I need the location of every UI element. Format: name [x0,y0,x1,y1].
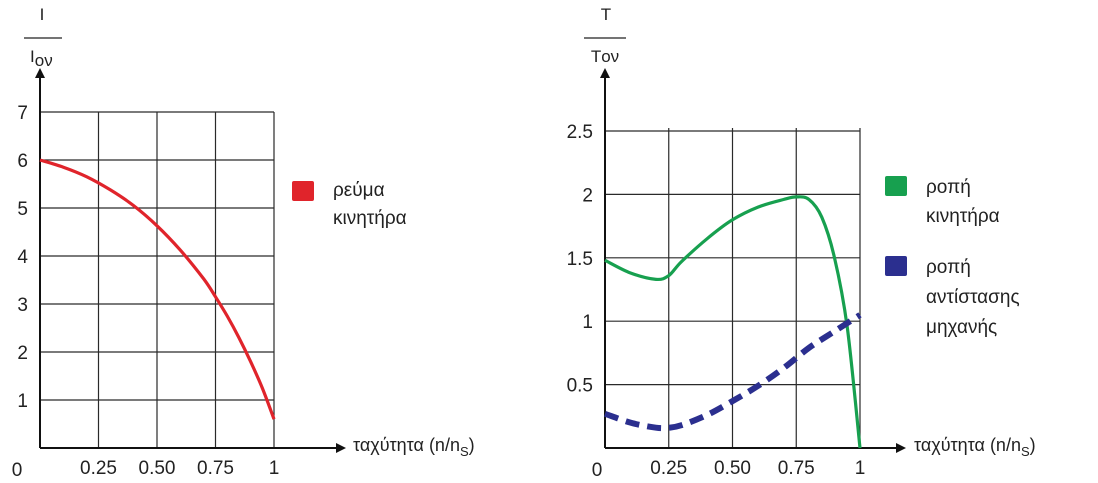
current-x-axis-label: ταχύτητα (n/nS) [353,435,475,459]
torque-legend-load-line-2: αντίστασης [926,287,1020,308]
torque-chart: T Tον 0.5 1 1.5 2 2.5 0.25 0.50 0.75 1 0 ταχύτη… [567,5,1036,481]
torque-legend-motor-swatch [885,176,907,196]
torque-legend-load-line-1: ροπή [926,257,971,278]
torque-x-tick-label: 0.25 [650,458,687,479]
torque-series-line-1 [604,195,862,449]
current-grid [40,111,275,448]
current-axes [35,68,346,453]
torque-grid [605,128,861,448]
current-y-tick-label: 5 [17,199,28,220]
current-y-numerator: I [40,5,45,24]
torque-legend-motor-line-2: κινητήρα [926,206,1000,227]
current-legend-line-2: κινητήρα [333,208,407,229]
torque-y-numerator: T [601,5,611,24]
current-y-tick-label: 3 [17,295,28,316]
current-y-tick-label: 4 [17,247,28,268]
torque-x-axis-arrow [896,443,906,453]
torque-y-tick-label: 1 [582,312,593,333]
torque-x-tick-label: 0.75 [778,458,815,479]
torque-y-axis-arrow [600,68,610,78]
current-x-tick-label: 0.75 [197,458,234,479]
torque-legend-load-line-3: μηχανής [926,317,997,338]
current-legend-line-1: ρεύμα [333,180,385,201]
torque-x-tick-label: 1 [855,458,866,479]
current-legend: ρεύμα κινητήρα [292,180,407,229]
torque-y-tick-label: 0.5 [567,376,593,397]
torque-origin-label: 0 [592,460,603,481]
current-y-tick-label: 6 [17,151,28,172]
current-y-tick-label: 2 [17,343,28,364]
torque-legend-load: ροπή αντίστασης μηχανής [885,256,1020,338]
current-x-tick-label: 1 [269,458,280,479]
current-origin-label: 0 [12,460,23,481]
current-chart: I Iον 1 2 3 4 5 6 7 0.25 0.50 0.75 1 0 ταχύτητα (… [12,5,475,481]
current-x-axis-arrow [336,443,346,453]
current-y-label: I Iον [24,5,62,70]
current-y-denominator: Iον [30,47,53,70]
current-y-ticks: 1 2 3 4 5 6 7 [17,103,28,412]
torque-x-ticks: 0.25 0.50 0.75 1 [650,458,865,479]
current-x-tick-label: 0.25 [80,458,117,479]
current-y-tick-label: 1 [17,391,28,412]
torque-legend-motor-line-1: ροπή [926,177,971,198]
current-series-line-1 [39,158,276,420]
torque-y-ticks: 0.5 1 1.5 2 2.5 [567,122,593,397]
torque-y-tick-label: 2.5 [567,122,593,143]
torque-x-tick-label: 0.50 [714,458,751,479]
current-x-ticks: 0.25 0.50 0.75 1 [80,458,279,479]
current-series [39,158,276,420]
torque-y-label: T Tον [584,5,626,66]
torque-y-denominator: Tον [591,47,619,66]
current-y-tick-label: 7 [17,103,28,124]
torque-y-tick-label: 2 [582,185,593,206]
torque-series [604,195,862,449]
torque-x-axis-label: ταχύτητα (n/nS) [914,435,1036,459]
torque-y-tick-label: 1.5 [567,249,593,270]
current-y-axis-arrow [35,68,45,78]
torque-legend-load-swatch [885,256,907,276]
torque-series-line-2 [604,312,862,432]
current-x-tick-label: 0.50 [139,458,176,479]
current-legend-swatch [292,181,314,201]
torque-legend-motor: ροπή κινητήρα [885,176,1000,227]
